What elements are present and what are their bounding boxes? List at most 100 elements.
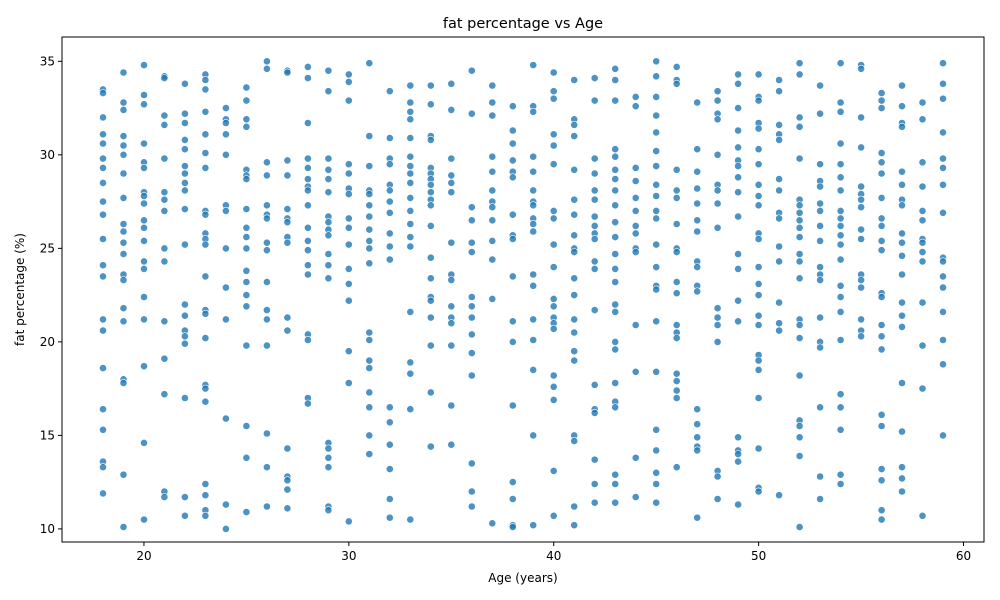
data-point	[467, 459, 476, 468]
data-point	[672, 186, 681, 195]
data-point	[242, 83, 251, 92]
data-point	[795, 371, 804, 380]
data-point	[898, 201, 906, 210]
data-point	[242, 96, 251, 105]
data-point	[385, 255, 394, 264]
data-point	[775, 175, 783, 183]
data-point	[918, 511, 927, 520]
data-point	[857, 315, 865, 324]
data-point	[406, 369, 415, 378]
data-point	[836, 336, 845, 344]
data-point	[754, 70, 763, 79]
data-point	[242, 278, 251, 286]
data-point	[754, 124, 763, 133]
data-point	[877, 515, 886, 524]
data-point	[857, 203, 865, 212]
data-point	[611, 379, 620, 387]
data-point	[611, 264, 620, 273]
data-point	[303, 236, 312, 245]
data-point	[324, 506, 333, 515]
x-axis: 20 30 40 50 60	[136, 542, 971, 563]
data-point	[570, 132, 579, 140]
data-point	[426, 100, 435, 109]
data-point	[140, 100, 148, 109]
data-point	[140, 315, 148, 324]
data-point	[672, 289, 681, 298]
data-point	[140, 199, 148, 208]
data-point	[508, 478, 517, 486]
data-point	[816, 276, 824, 284]
data-point	[385, 418, 394, 427]
data-point	[426, 313, 435, 322]
x-axis-label: Age (years)	[488, 571, 557, 585]
data-point	[570, 291, 579, 299]
data-point	[918, 257, 927, 266]
data-point	[119, 141, 128, 150]
data-point	[303, 201, 312, 210]
data-point	[140, 163, 148, 172]
data-point	[160, 390, 169, 399]
data-point	[939, 208, 947, 217]
data-point	[590, 235, 599, 243]
data-point	[140, 293, 148, 301]
data-point	[488, 111, 497, 120]
data-point	[754, 160, 763, 169]
data-point	[590, 408, 599, 417]
data-point	[324, 175, 333, 183]
data-point	[857, 182, 865, 191]
data-point	[611, 218, 620, 227]
data-point	[590, 186, 599, 195]
data-point	[836, 206, 845, 215]
data-point	[406, 98, 415, 107]
data-point	[939, 79, 947, 88]
data-point	[898, 463, 906, 472]
data-point	[734, 264, 742, 273]
data-point	[385, 513, 394, 522]
data-point	[344, 190, 353, 198]
data-point	[836, 425, 845, 434]
data-point	[611, 76, 620, 84]
data-point	[918, 238, 927, 247]
data-point	[365, 225, 374, 234]
data-point	[652, 214, 661, 223]
data-point	[918, 115, 927, 124]
data-point	[508, 523, 517, 531]
data-point	[385, 87, 394, 96]
data-point	[467, 487, 476, 496]
data-point	[467, 238, 476, 247]
data-point	[324, 444, 333, 453]
data-point	[303, 63, 312, 71]
data-point	[467, 302, 476, 311]
data-point	[877, 96, 886, 105]
data-point	[898, 238, 906, 247]
data-point	[303, 270, 312, 279]
data-point	[693, 513, 702, 522]
data-point	[221, 414, 230, 423]
data-point	[549, 324, 558, 333]
data-point	[99, 315, 107, 324]
data-point	[303, 119, 312, 127]
data-point	[242, 122, 251, 131]
data-point	[652, 192, 661, 200]
data-point	[672, 386, 681, 395]
data-point	[385, 403, 394, 412]
data-point	[672, 79, 681, 88]
data-point	[652, 285, 661, 294]
data-point	[508, 102, 517, 111]
data-point	[406, 220, 415, 228]
data-point	[119, 250, 128, 258]
data-point	[303, 74, 312, 82]
data-point	[939, 257, 947, 266]
data-point	[365, 162, 374, 170]
data-point	[549, 94, 558, 103]
data-point	[795, 154, 804, 163]
data-point	[467, 349, 476, 357]
data-point	[857, 143, 865, 152]
data-point	[590, 169, 599, 178]
data-point	[201, 163, 210, 172]
data-point	[344, 96, 353, 105]
data-point	[549, 466, 558, 475]
data-point	[836, 160, 845, 169]
data-point	[570, 76, 579, 84]
data-point	[242, 233, 251, 241]
